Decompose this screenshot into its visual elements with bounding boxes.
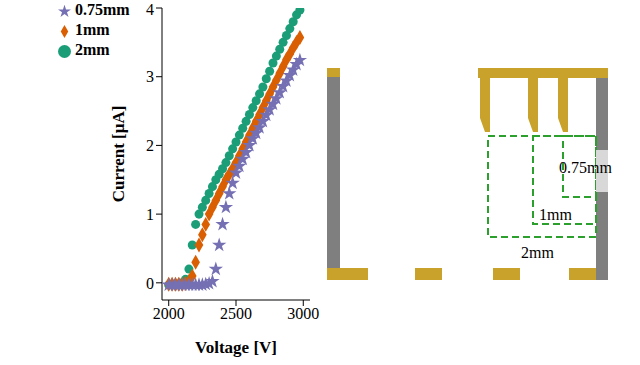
svg-text:4: 4 <box>146 1 154 18</box>
svg-text:Voltage [V]: Voltage [V] <box>195 338 277 357</box>
svg-text:0: 0 <box>146 275 154 292</box>
svg-text:2500: 2500 <box>220 305 252 322</box>
svg-text:1: 1 <box>146 206 154 223</box>
svg-text:3: 3 <box>146 68 154 85</box>
html-text:2mm: 2mm <box>75 41 110 58</box>
html-text:1mm: 1mm <box>75 21 110 38</box>
svg-text:2mm: 2mm <box>521 244 554 261</box>
svg-text:Current [μA]: Current [μA] <box>109 106 128 203</box>
svg-text:3000: 3000 <box>287 305 319 322</box>
svg-text:2000: 2000 <box>153 305 185 322</box>
svg-text:1mm: 1mm <box>539 206 572 223</box>
html-text:0.75mm: 0.75mm <box>75 1 130 18</box>
svg-text:0.75mm: 0.75mm <box>559 159 612 176</box>
svg-text:2: 2 <box>146 137 154 154</box>
